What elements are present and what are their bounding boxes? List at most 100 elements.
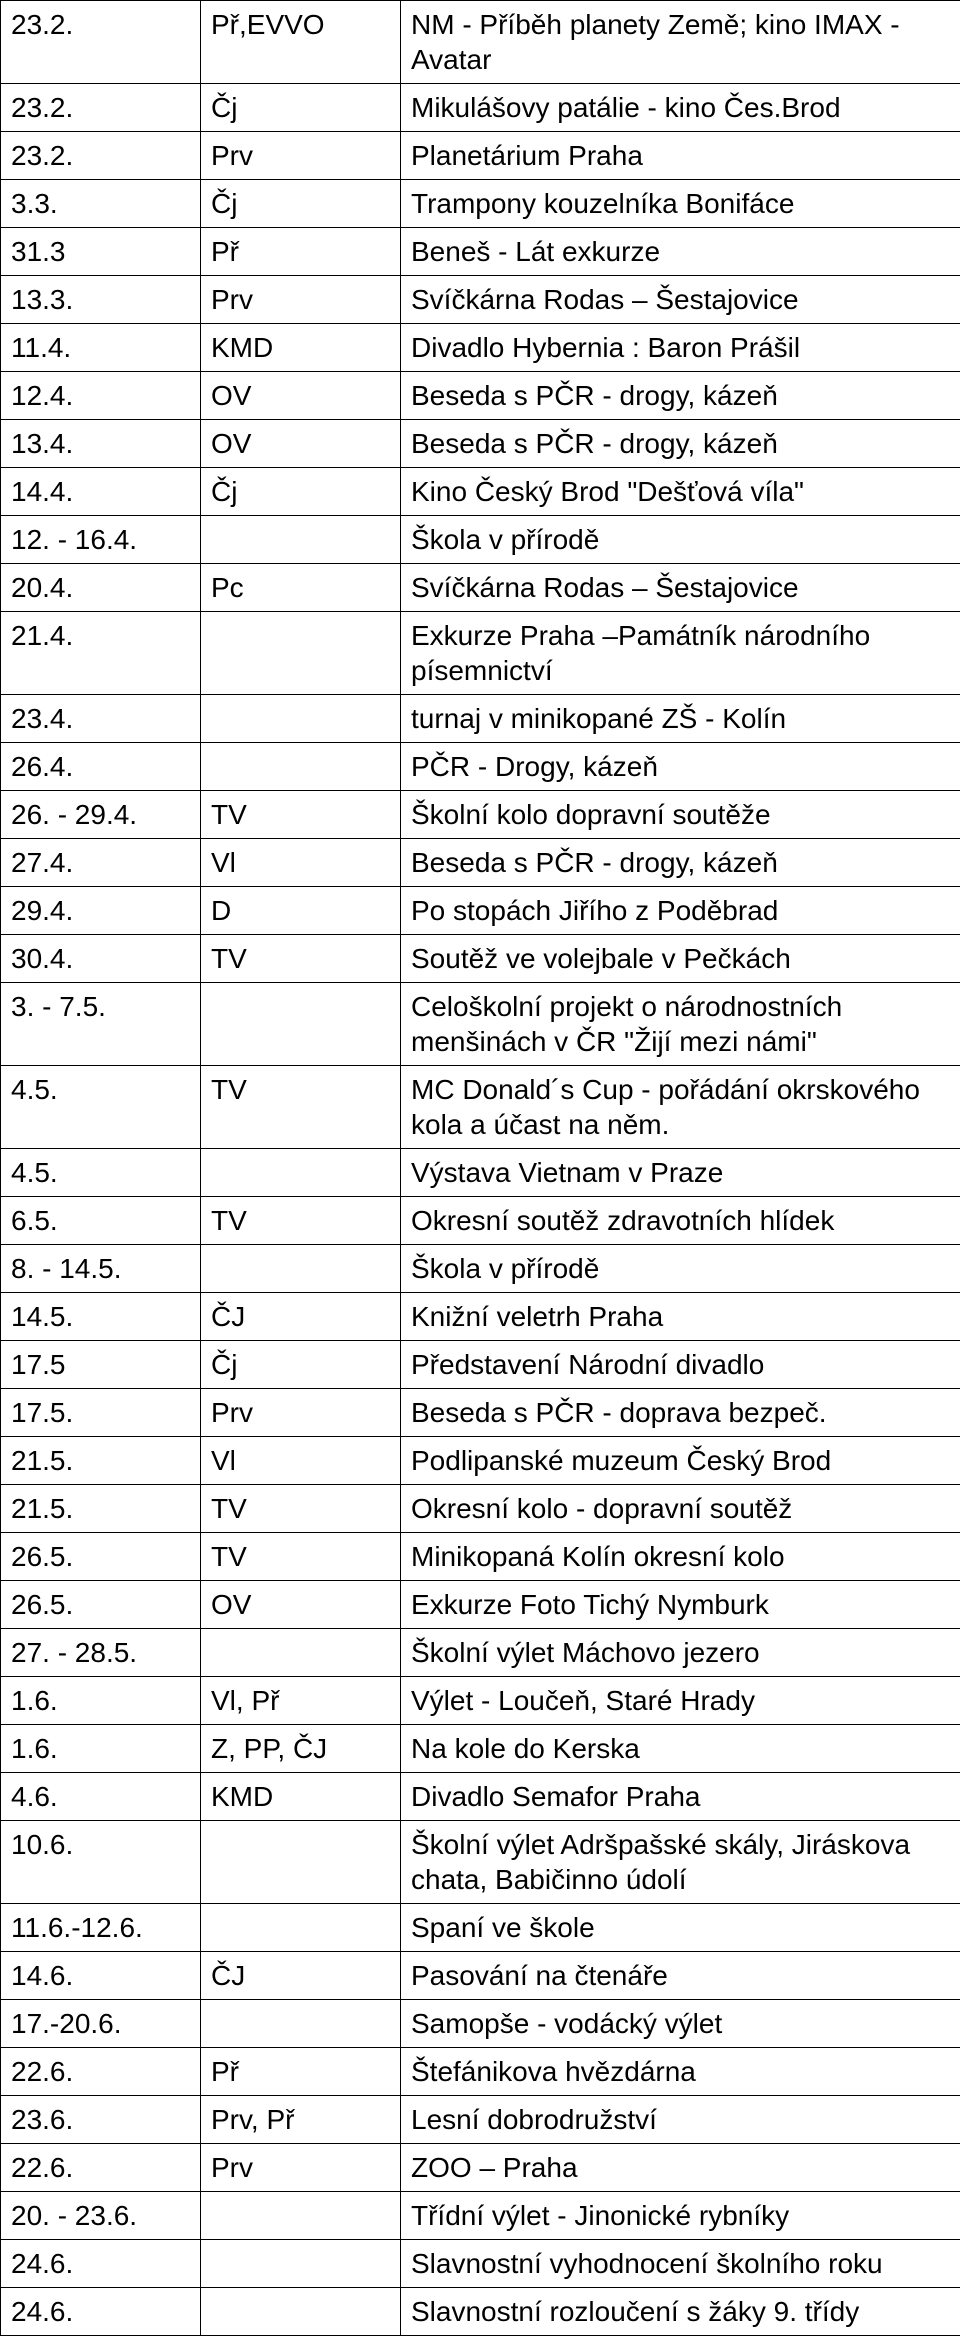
cell-code: Prv <box>201 132 401 180</box>
cell-date: 3.3. <box>1 180 201 228</box>
cell-code: TV <box>201 935 401 983</box>
cell-description: Beseda s PČR - drogy, kázeň <box>401 420 960 468</box>
table-row: 31.3PřBeneš - Lát exkurze <box>1 228 960 276</box>
cell-date: 21.5. <box>1 1437 201 1485</box>
cell-description: Exkurze Praha –Památník národního písemn… <box>401 612 960 695</box>
table-row: 12.4.OVBeseda s PČR - drogy, kázeň <box>1 372 960 420</box>
cell-code <box>201 743 401 791</box>
cell-description: Slavnostní vyhodnocení školního roku <box>401 2240 960 2288</box>
table-body: 23.2.Př,EVVONM - Příběh planety Země; ki… <box>1 1 960 2336</box>
cell-description: Kino Český Brod "Dešťová víla" <box>401 468 960 516</box>
cell-description: Exkurze Foto Tichý Nymburk <box>401 1581 960 1629</box>
cell-code <box>201 983 401 1066</box>
cell-code: ČJ <box>201 1293 401 1341</box>
cell-code: Prv, Př <box>201 2096 401 2144</box>
table-row: 24.6.Slavnostní rozloučení s žáky 9. tří… <box>1 2288 960 2336</box>
cell-description: PČR - Drogy, kázeň <box>401 743 960 791</box>
cell-code: Čj <box>201 180 401 228</box>
cell-date: 10.6. <box>1 1821 201 1904</box>
cell-date: 26.5. <box>1 1533 201 1581</box>
table-row: 1.6.Vl, PřVýlet - Loučeň, Staré Hrady <box>1 1677 960 1725</box>
cell-code: Čj <box>201 1341 401 1389</box>
cell-code: Př <box>201 228 401 276</box>
table-row: 23.2.PrvPlanetárium Praha <box>1 132 960 180</box>
cell-code: Vl, Př <box>201 1677 401 1725</box>
cell-date: 12. - 16.4. <box>1 516 201 564</box>
cell-code: TV <box>201 1533 401 1581</box>
cell-date: 17.5 <box>1 1341 201 1389</box>
cell-code: Vl <box>201 1437 401 1485</box>
cell-code: TV <box>201 1197 401 1245</box>
cell-description: Slavnostní rozloučení s žáky 9. třídy <box>401 2288 960 2336</box>
cell-date: 6.5. <box>1 1197 201 1245</box>
cell-code: Př <box>201 2048 401 2096</box>
table-row: 3. - 7.5. Celoškolní projekt o národnostn… <box>1 983 960 1066</box>
cell-date: 21.5. <box>1 1485 201 1533</box>
cell-description: ZOO – Praha <box>401 2144 960 2192</box>
cell-date: 3. - 7.5. <box>1 983 201 1066</box>
cell-date: 4.5. <box>1 1066 201 1149</box>
cell-code <box>201 1629 401 1677</box>
cell-description: Školní výlet Máchovo jezero <box>401 1629 960 1677</box>
table-row: 4.6.KMDDivadlo Semafor Praha <box>1 1773 960 1821</box>
cell-code <box>201 516 401 564</box>
table-row: 17.5ČjPředstavení Národní divadlo <box>1 1341 960 1389</box>
cell-date: 11.4. <box>1 324 201 372</box>
cell-code <box>201 695 401 743</box>
cell-description: Trampony kouzelníka Bonifáce <box>401 180 960 228</box>
table-row: 3.3.ČjTrampony kouzelníka Bonifáce <box>1 180 960 228</box>
cell-code: D <box>201 887 401 935</box>
cell-code <box>201 2288 401 2336</box>
table-row: 21.4.Exkurze Praha –Památník národního p… <box>1 612 960 695</box>
cell-description: Minikopaná Kolín okresní kolo <box>401 1533 960 1581</box>
table-row: 24.6.Slavnostní vyhodnocení školního rok… <box>1 2240 960 2288</box>
cell-description: Třídní výlet - Jinonické rybníky <box>401 2192 960 2240</box>
cell-description: Beneš - Lát exkurze <box>401 228 960 276</box>
cell-description: Celoškolní projekt o národnostních menši… <box>401 983 960 1066</box>
cell-description: Svíčkárna Rodas – Šestajovice <box>401 276 960 324</box>
cell-date: 14.4. <box>1 468 201 516</box>
cell-description: Planetárium Praha <box>401 132 960 180</box>
cell-date: 13.3. <box>1 276 201 324</box>
cell-description: Podlipanské muzeum Český Brod <box>401 1437 960 1485</box>
table-row: 23.2.Př,EVVONM - Příběh planety Země; ki… <box>1 1 960 84</box>
cell-description: Štefánikova hvězdárna <box>401 2048 960 2096</box>
cell-code: Pc <box>201 564 401 612</box>
cell-description: Představení Národní divadlo <box>401 1341 960 1389</box>
cell-code: Prv <box>201 2144 401 2192</box>
cell-code: Vl <box>201 839 401 887</box>
cell-date: 17.-20.6. <box>1 2000 201 2048</box>
table-row: 4.5.Výstava Vietnam v Praze <box>1 1149 960 1197</box>
cell-description: Pasování na čtenáře <box>401 1952 960 2000</box>
cell-description: Svíčkárna Rodas – Šestajovice <box>401 564 960 612</box>
cell-date: 13.4. <box>1 420 201 468</box>
table-row: 20. - 23.6. Třídní výlet - Jinonické rybn… <box>1 2192 960 2240</box>
cell-code: OV <box>201 420 401 468</box>
cell-code <box>201 1904 401 1952</box>
table-row: 14.5.ČJKnižní veletrh Praha <box>1 1293 960 1341</box>
cell-code: Z, PP, ČJ <box>201 1725 401 1773</box>
table-row: 27. - 28.5.Školní výlet Máchovo jezero <box>1 1629 960 1677</box>
cell-date: 27.4. <box>1 839 201 887</box>
table-row: 21.5.TVOkresní kolo - dopravní soutěž <box>1 1485 960 1533</box>
cell-date: 22.6. <box>1 2048 201 2096</box>
cell-code <box>201 1149 401 1197</box>
cell-date: 20. - 23.6. <box>1 2192 201 2240</box>
cell-code: KMD <box>201 1773 401 1821</box>
cell-date: 20.4. <box>1 564 201 612</box>
cell-code <box>201 2240 401 2288</box>
cell-description: Soutěž ve volejbale v Pečkách <box>401 935 960 983</box>
cell-code <box>201 612 401 695</box>
cell-description: Na kole do Kerska <box>401 1725 960 1773</box>
table-row: 11.4.KMDDivadlo Hybernia : Baron Prášil <box>1 324 960 372</box>
table-row: 13.4.OVBeseda s PČR - drogy, kázeň <box>1 420 960 468</box>
cell-code: TV <box>201 1485 401 1533</box>
cell-date: 31.3 <box>1 228 201 276</box>
cell-date: 26. - 29.4. <box>1 791 201 839</box>
cell-code: ČJ <box>201 1952 401 2000</box>
cell-description: Okresní soutěž zdravotních hlídek <box>401 1197 960 1245</box>
table-row: 26. - 29.4.TVŠkolní kolo dopravní soutěž… <box>1 791 960 839</box>
cell-description: Divadlo Semafor Praha <box>401 1773 960 1821</box>
cell-description: Školní kolo dopravní soutěže <box>401 791 960 839</box>
cell-code: Prv <box>201 276 401 324</box>
